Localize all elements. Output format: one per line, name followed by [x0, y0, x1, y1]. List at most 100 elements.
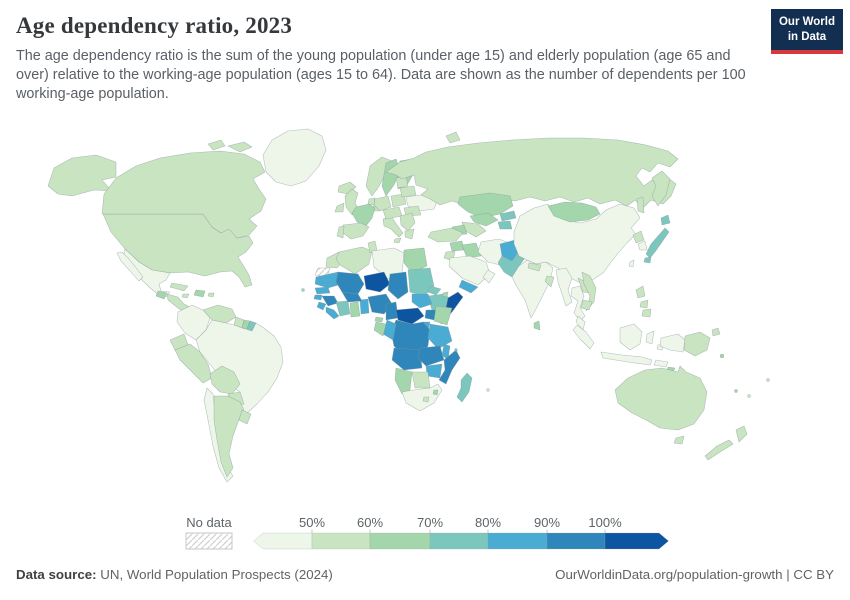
country-russia[interactable]: [445, 131, 461, 144]
island-mauritius[interactable]: [486, 388, 490, 392]
country-togo-benin[interactable]: [359, 298, 370, 315]
country-romania[interactable]: [403, 205, 422, 217]
country-indonesia[interactable]: [653, 359, 669, 368]
island-fiji[interactable]: [766, 378, 770, 382]
country-hispaniola[interactable]: [193, 289, 206, 298]
legend-colorbar-segment-2[interactable]: [369, 532, 431, 550]
country-usa[interactable]: [47, 154, 117, 197]
country-taiwan[interactable]: [628, 259, 635, 268]
legend-colorbar-segment-4[interactable]: [487, 532, 548, 550]
country-chad[interactable]: [387, 271, 409, 300]
country-indonesia[interactable]: [572, 324, 595, 350]
country-ivory-coast[interactable]: [335, 300, 351, 317]
country-uzbekistan[interactable]: [469, 212, 499, 227]
country-bangladesh[interactable]: [544, 275, 555, 288]
country-tajikistan[interactable]: [497, 220, 513, 230]
country-indonesia[interactable]: [659, 333, 686, 353]
legend-colorbar-segment-1[interactable]: [311, 532, 371, 550]
country-angola[interactable]: [391, 347, 423, 371]
country-cuba[interactable]: [169, 282, 189, 292]
country-kenya[interactable]: [433, 305, 453, 326]
country-papua-new-guinea[interactable]: [711, 327, 721, 337]
country-eritrea[interactable]: [427, 285, 442, 296]
country-south-korea[interactable]: [637, 240, 648, 251]
country-philippines[interactable]: [639, 299, 649, 309]
country-madagascar[interactable]: [456, 372, 473, 403]
country-ireland[interactable]: [334, 202, 345, 213]
country-kyrgyzstan[interactable]: [499, 210, 517, 222]
owid-logo[interactable]: Our World in Data: [770, 9, 843, 54]
citation-link[interactable]: OurWorldinData.org/population-growth | C…: [555, 567, 834, 582]
island-solomon-islands[interactable]: [719, 353, 725, 359]
country-sri-lanka[interactable]: [533, 320, 541, 331]
country-australia[interactable]: [614, 365, 708, 431]
country-france[interactable]: [351, 203, 376, 227]
country-gabon[interactable]: [373, 321, 387, 337]
country-indonesia[interactable]: [619, 323, 643, 351]
country-uruguay[interactable]: [238, 409, 252, 425]
country-new-zealand[interactable]: [735, 425, 748, 443]
island-vanuatu[interactable]: [734, 389, 738, 393]
country-burkina-faso[interactable]: [341, 291, 363, 303]
legend-colorbar-segment-5[interactable]: [546, 532, 606, 550]
country-bolivia[interactable]: [209, 365, 241, 395]
country-portugal[interactable]: [336, 225, 345, 239]
country-mali[interactable]: [335, 271, 365, 295]
country-philippines[interactable]: [635, 285, 646, 299]
country-north-korea[interactable]: [632, 230, 645, 244]
country-spain[interactable]: [341, 222, 370, 240]
country-benelux[interactable]: [367, 197, 376, 206]
country-sierra-leone[interactable]: [316, 301, 327, 311]
country-ghana[interactable]: [349, 301, 361, 318]
country-canada[interactable]: [101, 150, 267, 239]
country-belarus[interactable]: [399, 185, 417, 198]
country-new-zealand[interactable]: [704, 439, 734, 461]
country-syria[interactable]: [449, 240, 465, 252]
country-lesotho[interactable]: [422, 396, 430, 403]
country-jamaica[interactable]: [181, 293, 190, 299]
country-oman[interactable]: [482, 269, 496, 284]
country-equatorial-guinea[interactable]: [374, 316, 384, 323]
country-papua-new-guinea[interactable]: [683, 331, 711, 357]
country-russia[interactable]: [385, 137, 679, 209]
country-indonesia[interactable]: [600, 351, 653, 366]
country-australia[interactable]: [673, 435, 685, 445]
country-japan[interactable]: [643, 256, 652, 264]
country-thailand[interactable]: [570, 285, 586, 322]
country-botswana[interactable]: [411, 371, 431, 389]
country-myanmar[interactable]: [555, 267, 573, 307]
island-comoros[interactable]: [454, 348, 458, 352]
country-guinea-bissau[interactable]: [313, 294, 323, 301]
country-saudi-arabia[interactable]: [448, 255, 491, 286]
country-central-african-republic[interactable]: [395, 307, 425, 325]
legend-colorbar-segment-3[interactable]: [429, 532, 489, 550]
island-cape-verde[interactable]: [301, 288, 305, 292]
country-russia[interactable]: [651, 170, 671, 207]
country-japan[interactable]: [645, 227, 670, 259]
country-canada[interactable]: [227, 141, 253, 153]
country-namibia[interactable]: [394, 367, 413, 395]
country-argentina[interactable]: [213, 395, 245, 478]
country-senegal[interactable]: [314, 286, 331, 295]
legend-no-data-swatch[interactable]: [185, 532, 233, 550]
country-mexico[interactable]: [116, 251, 144, 282]
country-balkans[interactable]: [399, 212, 416, 232]
country-guatemala[interactable]: [155, 290, 168, 300]
country-south-sudan[interactable]: [411, 293, 433, 309]
country-iraq[interactable]: [461, 242, 482, 259]
country-puerto-rico[interactable]: [207, 292, 215, 298]
country-cambodia[interactable]: [580, 299, 593, 311]
country-canada[interactable]: [207, 139, 226, 151]
country-tunisia[interactable]: [367, 240, 378, 254]
country-japan[interactable]: [660, 214, 671, 226]
country-niger[interactable]: [363, 271, 391, 293]
country-poland[interactable]: [390, 193, 407, 208]
country-italy[interactable]: [393, 237, 402, 244]
country-algeria[interactable]: [335, 246, 373, 275]
country-liberia[interactable]: [325, 306, 340, 320]
country-greenland[interactable]: [262, 128, 327, 187]
country-mongolia[interactable]: [547, 201, 601, 223]
country-eswatini[interactable]: [432, 389, 439, 396]
country-turkey[interactable]: [427, 227, 464, 243]
country-zambia[interactable]: [417, 345, 445, 367]
